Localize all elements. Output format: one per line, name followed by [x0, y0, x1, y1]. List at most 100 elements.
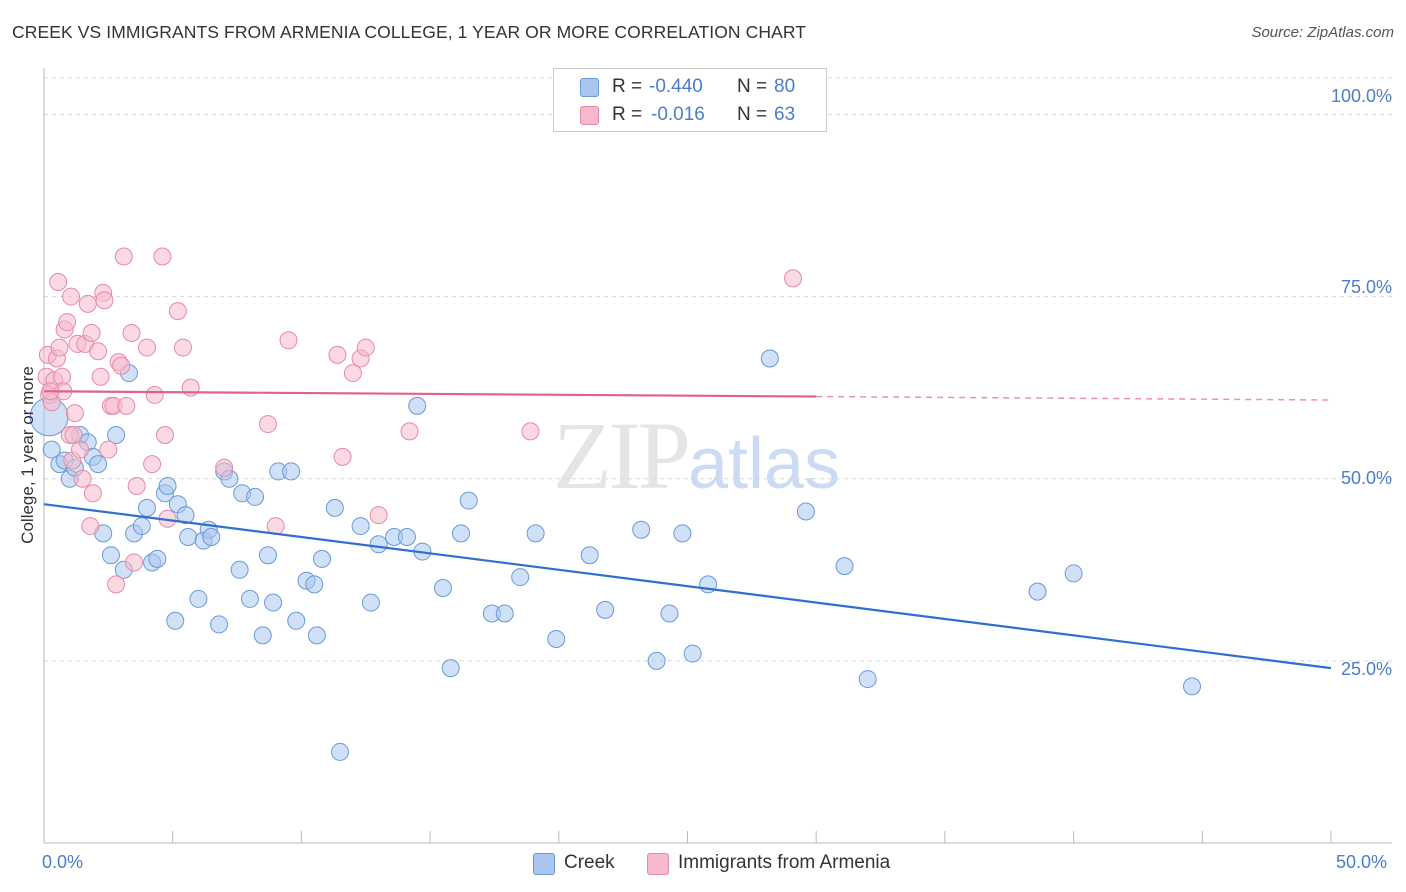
- data-point: [287, 611, 306, 630]
- chart-title: CREEK VS IMMIGRANTS FROM ARMENIA COLLEGE…: [12, 22, 807, 42]
- data-point: [148, 549, 167, 568]
- data-point: [166, 611, 185, 630]
- creek-trend-line: [43, 503, 1332, 670]
- y-tick-label-25: 25.0%: [1340, 659, 1392, 679]
- data-point: [202, 528, 221, 546]
- data-point: [325, 498, 344, 517]
- data-point: [95, 291, 114, 310]
- data-point: [215, 458, 234, 477]
- data-point: [73, 469, 92, 488]
- data-point: [153, 247, 172, 266]
- data-point: [521, 422, 540, 441]
- data-point: [279, 331, 298, 350]
- data-point: [91, 367, 110, 386]
- trend-lines: [43, 390, 1332, 670]
- data-point: [760, 349, 779, 368]
- data-point: [511, 568, 530, 587]
- data-point: [89, 342, 108, 361]
- data-point: [660, 604, 679, 623]
- creek-points: [29, 349, 1202, 761]
- data-point: [369, 506, 388, 525]
- data-point: [181, 378, 200, 397]
- data-point: [333, 447, 352, 466]
- correlation-legend: R = -0.440 N = 80 R = -0.016 N = 63: [553, 68, 827, 132]
- data-point: [361, 593, 380, 612]
- watermark: ZIPatlas: [553, 400, 840, 511]
- armenia-legend-label: Immigrants from Armenia: [678, 852, 891, 873]
- y-axis-label: College, 1 year or more: [18, 366, 37, 544]
- data-point: [796, 502, 815, 521]
- data-point: [253, 626, 272, 645]
- data-point: [114, 247, 133, 266]
- data-point: [78, 294, 97, 313]
- data-point: [264, 593, 283, 612]
- data-point: [351, 517, 370, 536]
- data-point: [107, 426, 126, 444]
- axes: [43, 68, 1392, 844]
- data-point: [132, 517, 151, 536]
- data-point: [547, 630, 566, 648]
- data-point: [42, 440, 61, 459]
- data-point: [122, 324, 141, 342]
- data-point: [433, 579, 452, 597]
- data-point: [673, 524, 692, 543]
- data-point: [356, 338, 375, 357]
- data-point: [526, 524, 545, 543]
- legend-n-value: 80: [774, 76, 796, 97]
- data-point: [246, 487, 265, 506]
- data-point: [596, 600, 615, 619]
- data-point: [89, 455, 108, 474]
- x-tick-label-min: 0.0%: [42, 852, 84, 872]
- data-point: [282, 462, 301, 481]
- data-point: [441, 659, 460, 678]
- source-label: Source: ZipAtlas.com: [1251, 24, 1394, 41]
- data-point: [83, 484, 102, 503]
- armenia-swatch: [580, 106, 599, 125]
- data-point: [451, 524, 470, 543]
- data-point: [101, 546, 120, 565]
- data-point: [400, 422, 419, 441]
- data-point: [1028, 582, 1047, 601]
- x-tick-label-max: 50.0%: [1336, 852, 1388, 872]
- data-point: [397, 528, 416, 546]
- creek-legend-swatch: [533, 853, 555, 875]
- data-point: [82, 324, 101, 342]
- armenia-points: [37, 247, 803, 594]
- data-point: [176, 506, 195, 525]
- armenia-trend-line: [43, 390, 817, 398]
- data-point: [65, 404, 84, 423]
- data-point: [143, 455, 162, 474]
- data-point: [117, 396, 136, 415]
- creek-swatch: [580, 78, 599, 97]
- legend-n-label: N =: [737, 104, 768, 125]
- data-point: [305, 575, 324, 594]
- legend-r-label: R =: [612, 104, 643, 125]
- data-point: [71, 440, 90, 459]
- data-point: [258, 415, 277, 434]
- data-point: [343, 364, 362, 383]
- data-point: [459, 491, 478, 510]
- data-point: [495, 604, 514, 623]
- armenia-trend-line-dashed: [816, 395, 1332, 401]
- y-tick-label-100: 100.0%: [1330, 86, 1392, 106]
- data-point: [112, 356, 131, 375]
- data-point: [307, 626, 326, 645]
- data-point: [328, 345, 347, 364]
- data-point: [331, 742, 350, 761]
- data-point: [580, 546, 599, 565]
- y-tick-label-75: 75.0%: [1340, 277, 1392, 297]
- data-point: [258, 546, 277, 565]
- data-point: [1183, 677, 1202, 696]
- legend-row-armenia: R = -0.016 N = 63: [554, 101, 826, 129]
- legend-r-value: -0.440: [649, 76, 703, 97]
- data-point: [408, 396, 427, 415]
- legend-n-label: N =: [737, 76, 768, 97]
- watermark-zip: ZIP: [553, 402, 691, 509]
- data-point: [647, 651, 666, 670]
- data-point: [81, 517, 100, 536]
- data-point: [683, 644, 702, 663]
- y-tick-label-50: 50.0%: [1340, 468, 1392, 488]
- data-point: [189, 589, 208, 608]
- data-point: [50, 338, 69, 357]
